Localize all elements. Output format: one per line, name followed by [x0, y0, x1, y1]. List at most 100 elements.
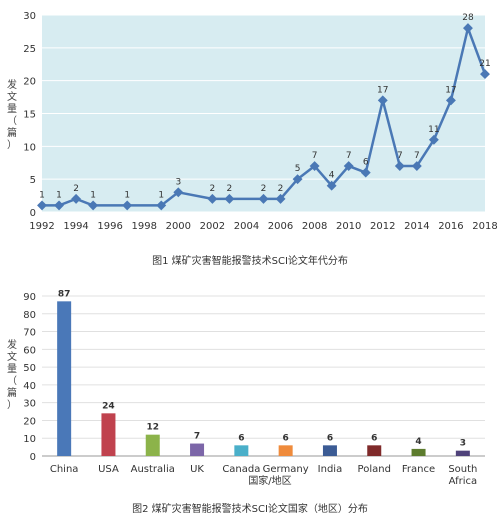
data-label: 4	[329, 171, 335, 181]
bar	[190, 443, 205, 456]
category-label: India	[318, 464, 343, 475]
data-point	[360, 167, 371, 178]
figure-1-caption: 图1 煤矿灾害智能报警技术SCI论文年代分布	[152, 256, 348, 267]
figure-2: 0 10 20 30 40 50 60 70 80 90 发文量（篇） 87 China 24 USA 12 A…	[0, 278, 500, 518]
data-point	[71, 193, 82, 204]
data-label: 2	[210, 184, 216, 194]
bar-value-label: 6	[371, 433, 377, 443]
y-axis-label-char: （	[7, 375, 17, 387]
y-tick-label: 10	[23, 434, 36, 445]
y-tick-label: 0	[30, 452, 36, 463]
data-label: 5	[295, 164, 301, 174]
data-point	[394, 161, 405, 171]
bar-chart-publications-by-country: 0 10 20 30 40 50 60 70 80 90 发文量（篇） 87 China 24 USA 12 A…	[7, 289, 485, 487]
y-tick-label: 30	[23, 399, 36, 410]
x-tick-label: 1994	[63, 221, 88, 232]
data-label: 2	[261, 184, 267, 194]
figure-1: 0 5 10 15 20 25 30 1992 1994 1996 1998 2000 2002 2004…	[7, 11, 498, 267]
data-point	[173, 187, 184, 198]
bar-value-label: 4	[415, 437, 421, 447]
data-point	[224, 193, 235, 204]
x-tick-label: 2000	[166, 221, 191, 232]
y-axis-label-char: 量	[7, 363, 17, 375]
y-tick-label: 90	[23, 292, 36, 303]
x-tick-label: 2002	[200, 221, 225, 232]
data-point	[258, 193, 269, 204]
data-label: 7	[346, 151, 352, 161]
data-label: 1	[90, 190, 96, 200]
data-point	[207, 193, 218, 204]
data-label: 7	[397, 151, 403, 161]
data-point	[309, 161, 320, 171]
category-label: Poland	[358, 464, 391, 475]
category-label: Africa	[449, 476, 478, 487]
data-point	[343, 161, 354, 171]
x-tick-label: 2010	[336, 221, 361, 232]
y-tick-label: 30	[23, 11, 36, 22]
data-point	[428, 134, 439, 145]
bar-value-label: 6	[283, 433, 289, 443]
data-point	[54, 200, 64, 211]
x-tick-label: 2016	[438, 221, 463, 232]
data-label: 28	[462, 13, 474, 23]
data-label: 11	[428, 125, 439, 135]
y-tick-label: 80	[23, 310, 36, 321]
y-tick-label: 60	[23, 345, 36, 356]
y-axis-label-char: 量	[7, 103, 17, 115]
x-tick-label: 2004	[234, 221, 259, 232]
bar-value-label: 24	[102, 401, 115, 411]
y-axis-label-char: 篇	[7, 386, 17, 399]
data-label: 7	[414, 151, 420, 161]
x-tick-label: 2014	[404, 221, 429, 232]
data-point	[37, 200, 47, 211]
bar-value-label: 12	[146, 423, 159, 433]
y-tick-label: 40	[23, 381, 36, 392]
category-label: UK	[190, 464, 204, 475]
bar-value-label: 6	[238, 433, 244, 443]
y-axis-label-char: 发	[7, 78, 17, 91]
category-label: China	[50, 464, 79, 475]
bar	[455, 450, 470, 456]
y-axis-label-char: （	[7, 115, 17, 127]
data-label: 1	[124, 190, 130, 200]
data-label: 17	[377, 85, 388, 95]
category-label: Germany	[263, 464, 309, 475]
y-axis-label-char: 文	[7, 90, 17, 103]
data-label: 1	[56, 190, 62, 200]
category-label: France	[402, 464, 435, 475]
figure-2-caption: 图2 煤矿灾害智能报警技术SCI论文国家（地区）分布	[132, 504, 368, 515]
x-tick-label: 2012	[370, 221, 395, 232]
bar	[57, 301, 72, 456]
data-label: 7	[312, 151, 318, 161]
y-axis-label-char: ）	[7, 139, 17, 151]
bar	[322, 445, 337, 456]
y-tick-label: 20	[23, 416, 36, 427]
data-label: 3	[175, 177, 181, 187]
bar	[234, 445, 249, 456]
bar	[411, 448, 426, 456]
bar	[367, 445, 382, 456]
data-point	[88, 200, 99, 211]
x-tick-label: 1996	[97, 221, 122, 232]
y-axis-label-char: 文	[7, 350, 17, 363]
data-label: 2	[278, 184, 284, 194]
data-point	[275, 193, 286, 204]
category-label: South	[448, 464, 477, 475]
data-label: 2	[227, 184, 233, 194]
y-tick-label: 50	[23, 363, 36, 374]
x-tick-label: 1992	[29, 221, 54, 232]
y-tick-label: 0	[30, 208, 36, 219]
data-point	[292, 174, 303, 185]
x-tick-label: 1998	[132, 221, 157, 232]
bar-value-label: 6	[327, 433, 333, 443]
x-tick-label: 2018	[472, 221, 497, 232]
bar-value-label: 7	[194, 432, 200, 442]
x-tick-label: 2008	[302, 221, 327, 232]
data-label: 1	[158, 190, 164, 200]
data-point	[156, 200, 167, 211]
y-tick-label: 15	[23, 110, 36, 121]
y-tick-label: 70	[23, 328, 36, 339]
x-axis-label: 国家/地区	[248, 474, 291, 487]
data-label: 6	[363, 158, 369, 168]
